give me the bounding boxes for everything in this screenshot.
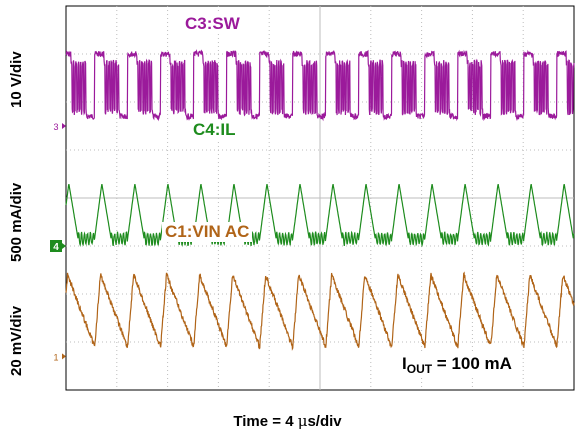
trace-c3-sw (65, 49, 575, 122)
trace-c4-il (65, 183, 575, 248)
il-scale-label: 500 mA/div (8, 182, 25, 262)
sw-scale-label: 10 V/div (8, 51, 25, 108)
vin-scale-label: 20 mV/div (8, 305, 25, 376)
iout-annotation: IOUT = 100 mA (398, 352, 516, 378)
channel-marker-label: 4 (53, 242, 59, 253)
channel-marker-label: 1 (53, 352, 58, 362)
channel-marker-box (50, 240, 62, 252)
x-axis-label-prefix: Time = 4 (233, 413, 298, 430)
channel-markers: 3 4 1 (50, 122, 66, 362)
x-axis-label-mu: μ (297, 412, 308, 430)
x-axis-label-suffix: s/div (307, 413, 342, 430)
iout-symbol: I (402, 354, 407, 373)
channel-marker-4: 4 (50, 240, 66, 253)
x-axis-label: Time = 4 μs/div (0, 412, 575, 430)
channel-marker-label: 3 (53, 122, 58, 132)
channel-marker-arrow (62, 123, 66, 129)
channel-marker-3: 3 (53, 122, 66, 132)
iout-value: = 100 mA (432, 354, 512, 373)
sw-trace-title: C3:SW (182, 14, 243, 34)
traces (65, 49, 575, 351)
il-trace-title: C4:IL (190, 120, 239, 140)
channel-marker-1: 1 (53, 352, 66, 362)
vin-trace-title: C1:VIN AC (162, 222, 253, 242)
trace-c1-vin-ac (65, 271, 575, 351)
channel-marker-arrow (62, 353, 66, 360)
iout-subscript: OUT (406, 362, 433, 376)
channel-marker-arrow (62, 243, 66, 249)
